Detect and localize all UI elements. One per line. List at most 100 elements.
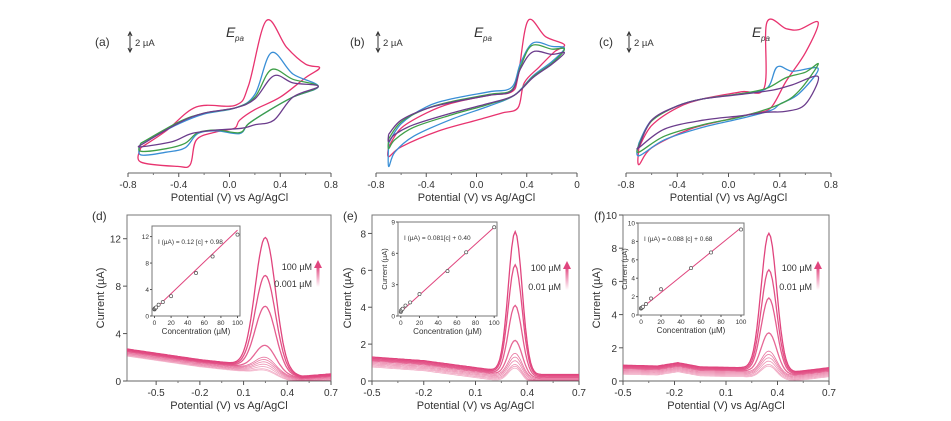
calibration-point <box>400 306 405 311</box>
inset-y-tick-label: 6 <box>631 257 635 264</box>
inset-y-tick-label: 0 <box>631 313 635 320</box>
inset-y-tick-label: 3 <box>391 282 395 289</box>
x-tick-label: -0.4 <box>418 180 436 191</box>
inset-y-tick-label: 6 <box>391 251 395 258</box>
dpv-curve <box>126 352 332 381</box>
panel-label: (e) <box>343 209 358 223</box>
cv-curve <box>636 75 820 150</box>
x-axis-label: Potential (V) vs Ag/AgCl <box>417 400 534 412</box>
y-tick-label: 0 <box>360 377 366 388</box>
calibration-point <box>417 292 422 297</box>
inset-x-tick-label: 100 <box>489 320 500 327</box>
x-tick-label: 0.4 <box>520 388 534 399</box>
scale-bar-arrow-icon <box>127 30 133 54</box>
inset-frame <box>151 225 241 317</box>
cv-curve <box>137 74 319 148</box>
x-tick-label: 0.4 <box>520 180 534 191</box>
y-tick-label: 6 <box>611 277 617 288</box>
calibration-point <box>210 254 215 259</box>
calibration-point <box>156 302 161 307</box>
dpv-curve <box>623 360 830 380</box>
inset-x-tick-label: 100 <box>232 320 243 327</box>
y-axis-label: Current (µA) <box>95 268 107 329</box>
panel-label: (b) <box>350 35 365 49</box>
x-tick-label: 0.4 <box>280 388 294 399</box>
concentration-arrow-icon <box>316 266 320 287</box>
cv-curve <box>637 18 819 166</box>
panel-b: (b) 2 µA E pa -0.8 -0.4 0.0 0.4 0 Potential (V) v… <box>350 18 580 204</box>
calibration-inset: 0 20 40 60 80 100 0 4 8 12 Concentration (µM) I (µA… <box>142 225 243 336</box>
inset-x-tick-label: 0 <box>399 320 403 327</box>
epa-subscript: pa <box>234 34 244 43</box>
inset-x-axis-label: Concentration (µM) <box>657 326 726 335</box>
x-axis-label: Potential (V) vs Ag/AgCl <box>170 400 287 412</box>
concentration-arrow-icon <box>816 267 820 290</box>
x-tick-label: 0.1 <box>719 388 733 399</box>
x-tick-label: 0.0 <box>470 180 484 191</box>
inset-y-tick-label: 4 <box>145 287 149 294</box>
x-tick-label: 0.7 <box>822 388 836 399</box>
inset-x-tick-label: 80 <box>472 320 480 327</box>
calibration-point <box>194 271 198 275</box>
inset-y-tick-label: 10 <box>628 221 636 228</box>
calibration-point <box>492 225 497 230</box>
calibration-point <box>641 304 645 309</box>
cv-curve <box>137 19 321 169</box>
panel-label: (c) <box>599 35 613 49</box>
y-tick-label: 0 <box>611 377 617 388</box>
calibration-point <box>235 232 240 237</box>
legend-high-concentration: 100 µM <box>782 263 812 273</box>
x-tick-label: 0.1 <box>469 388 483 399</box>
x-tick-label: 0.0 <box>722 180 736 191</box>
fit-equation: I (µA) = 0.12 [c] + 0.98 <box>158 239 223 246</box>
inset-x-tick-label: 20 <box>167 320 175 327</box>
y-tick-label: 12 <box>110 235 122 246</box>
calibration-point <box>739 227 743 232</box>
dpv-curve <box>126 305 332 379</box>
x-tick-label: 0.8 <box>824 180 838 191</box>
epa-subscript: pa <box>482 34 492 43</box>
x-tick-label: 0 <box>574 180 580 191</box>
x-tick-label: 0.8 <box>324 180 338 191</box>
scale-bar-label: 2 µA <box>135 38 155 49</box>
inset-y-tick-label: 9 <box>391 220 395 227</box>
inset-x-tick-label: 0 <box>153 320 157 327</box>
fit-equation: I (µA) = 0.088 [c] + 0.68 <box>644 236 713 243</box>
x-tick-label: -0.2 <box>191 388 209 399</box>
x-tick-label: 0.4 <box>273 180 287 191</box>
dpv-curve <box>622 350 830 377</box>
fit-equation: I (µA) = 0.081[c] + 0.40 <box>404 235 471 242</box>
calibration-point <box>169 294 174 299</box>
calibration-point <box>403 303 408 308</box>
inset-x-tick-label: 60 <box>201 320 209 327</box>
x-tick-label: -0.8 <box>367 180 385 191</box>
x-axis-label: Potential (V) vs Ag/AgCl <box>171 192 288 204</box>
dpv-curve <box>623 357 830 379</box>
concentration-arrow-icon <box>565 267 569 290</box>
inset-y-tick-label: 12 <box>142 234 150 241</box>
calibration-point <box>709 250 713 255</box>
y-tick-label: 2 <box>360 340 366 351</box>
dpv-curve <box>623 363 830 381</box>
inset-x-tick-label: 20 <box>416 320 424 327</box>
x-axis-label: Potential (V) vs Ag/AgCl <box>667 400 784 412</box>
dpv-curve <box>371 263 579 377</box>
x-tick-label: 0.7 <box>324 388 338 399</box>
legend-high-concentration: 100 µM <box>531 263 561 273</box>
inset-x-axis-label: Concentration (µM) <box>413 327 482 336</box>
dpv-curve <box>126 274 332 378</box>
y-tick-label: 2 <box>611 344 617 355</box>
inset-x-tick-label: 0 <box>639 319 643 326</box>
calibration-point <box>445 269 450 274</box>
x-tick-label: 0.7 <box>572 388 586 399</box>
y-tick-label: 6 <box>360 266 366 277</box>
calibration-point <box>408 300 413 305</box>
y-axis-label: Current (µA) <box>591 268 603 329</box>
scale-bar-arrow-icon <box>375 30 381 54</box>
inset-x-tick-label: 40 <box>435 320 443 327</box>
legend-high-concentration: 100 µM <box>282 262 312 272</box>
x-tick-label: -0.4 <box>170 180 188 191</box>
dpv-curve <box>371 352 579 380</box>
